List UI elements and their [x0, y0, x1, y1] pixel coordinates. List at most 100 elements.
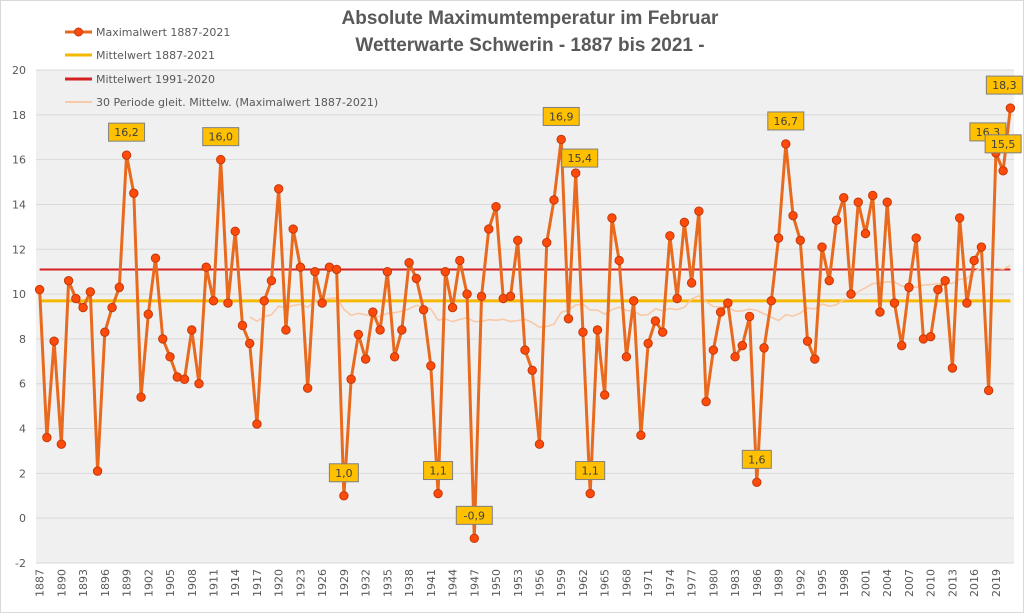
data-point [165, 352, 175, 362]
x-tick-label: 1983 [729, 569, 742, 597]
data-point [353, 329, 364, 340]
data-point [788, 210, 798, 221]
data-point [614, 255, 624, 266]
x-tick-label: 2004 [881, 569, 894, 597]
data-point [585, 488, 595, 499]
max-series [34, 103, 1016, 544]
data-label-box [202, 127, 240, 147]
data-point [715, 307, 726, 317]
data-point [889, 298, 900, 308]
data-point [962, 298, 972, 308]
data-point [571, 168, 581, 178]
data-label-text: 15,4 [567, 152, 592, 165]
x-tick-label: 1932 [360, 569, 373, 597]
data-point [339, 491, 349, 501]
data-label: -0,9 [455, 505, 493, 525]
data-point [259, 296, 269, 306]
x-tick-label: 2013 [946, 569, 959, 597]
data-point [657, 327, 668, 337]
data-point [208, 296, 219, 306]
data-point [650, 316, 661, 326]
x-tick-label: 1965 [599, 569, 612, 597]
y-tick-label: 6 [19, 378, 26, 391]
data-point [781, 139, 791, 149]
data-point [643, 338, 653, 349]
data-point [527, 365, 537, 375]
data-point [636, 430, 646, 440]
data-point [831, 215, 842, 225]
legend-label-mean-1991-2020: Mittelwert 1991-2020 [96, 73, 215, 86]
data-label: 1,1 [575, 461, 606, 481]
data-label: 16,7 [767, 111, 805, 131]
data-label: 1,6 [741, 449, 772, 469]
data-point [187, 325, 197, 335]
data-point [846, 289, 856, 299]
data-point [599, 390, 610, 400]
data-point [252, 419, 262, 429]
data-point [976, 242, 987, 252]
x-tick-label: 1938 [403, 569, 416, 597]
data-label-box [767, 111, 805, 131]
data-point [194, 379, 204, 389]
data-labels: 16,2 16,01,0 1,1-0,916,915,41,11,616,716,3… [108, 75, 1023, 525]
x-tick-label: 1890 [55, 569, 68, 597]
data-label-box [985, 75, 1023, 95]
data-label-box [455, 505, 493, 525]
data-point [92, 466, 103, 476]
x-tick-label: 1929 [338, 569, 351, 597]
data-point [216, 154, 226, 165]
data-label: 15,5 [984, 134, 1022, 154]
data-point [998, 166, 1008, 176]
x-tick-label: 1968 [620, 569, 633, 597]
x-tick-label: 1917 [251, 569, 264, 597]
legend-item-mean-1991-2020: Mittelwert 1991-2020 [65, 73, 215, 86]
data-point [317, 298, 327, 308]
x-tick-label: 1962 [577, 569, 590, 597]
data-label-text: 16,7 [774, 115, 799, 128]
x-tick-label: 1959 [555, 569, 568, 597]
x-tick-label: 1950 [490, 569, 503, 597]
data-point [621, 352, 632, 362]
y-tick-label: 10 [12, 288, 26, 301]
data-point [542, 237, 552, 248]
data-point [245, 338, 255, 349]
data-point [759, 343, 769, 353]
data-point [969, 255, 979, 266]
data-point [266, 275, 277, 286]
x-tick-label: 1977 [686, 569, 699, 597]
data-label: 18,3 [985, 75, 1023, 95]
data-label-text: 16,9 [549, 110, 574, 123]
data-point [302, 383, 313, 393]
data-point [382, 266, 393, 277]
data-label-text: 1,1 [581, 465, 599, 478]
data-point [455, 255, 465, 266]
data-label-box [423, 461, 454, 481]
data-point [513, 235, 523, 246]
data-point [426, 361, 436, 371]
data-point [462, 289, 472, 299]
data-point [672, 293, 682, 304]
data-point [78, 302, 88, 313]
data-point [773, 233, 784, 243]
data-point [925, 331, 936, 342]
data-point [897, 340, 907, 351]
data-point [607, 213, 617, 223]
data-label: 16,2 [108, 122, 146, 142]
data-point [875, 307, 885, 317]
data-point [933, 284, 943, 295]
data-point [817, 242, 827, 252]
plot-area [36, 70, 1014, 563]
data-label-text: 16,2 [114, 126, 139, 139]
data-point [839, 193, 849, 203]
x-tick-label: 1896 [99, 569, 112, 597]
data-point [201, 262, 211, 272]
legend-label-max: Maximalwert 1887-2021 [96, 26, 230, 39]
x-tick-label: 1944 [447, 569, 460, 597]
y-tick-label: 0 [19, 512, 26, 525]
x-tick-label: 1920 [273, 569, 286, 597]
data-point [795, 235, 805, 246]
data-point [360, 354, 371, 364]
data-point [947, 363, 958, 373]
data-label-box [328, 463, 359, 483]
